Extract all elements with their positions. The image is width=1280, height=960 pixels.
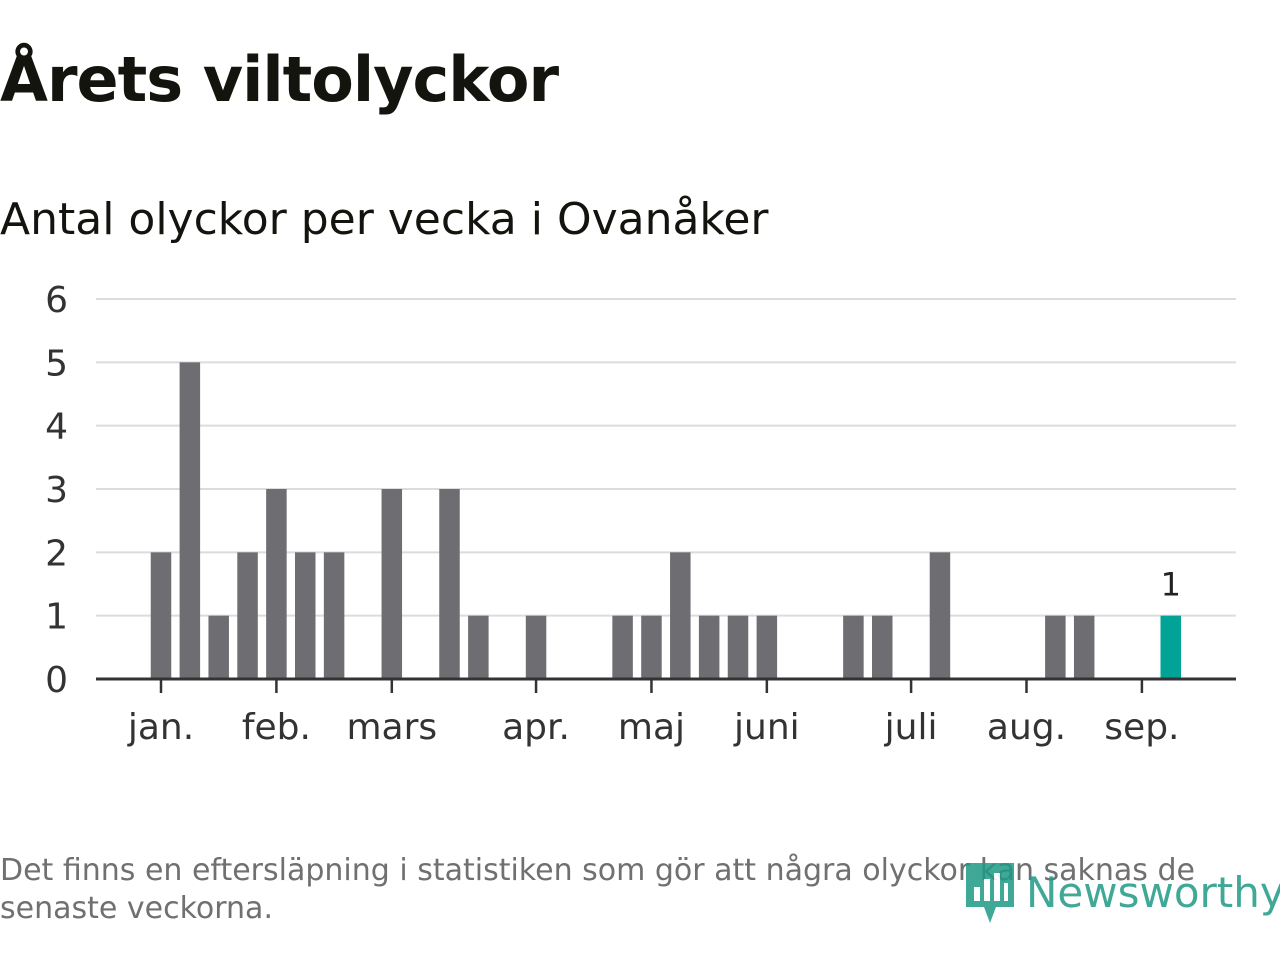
- y-axis-ticks: 0 1 2 3 4 5 6: [45, 280, 68, 701]
- x-tick-label: feb.: [242, 707, 311, 748]
- bar: [641, 615, 662, 679]
- x-tick-label: mars: [346, 707, 437, 748]
- x-tick-label: juli: [884, 707, 938, 748]
- bar: [381, 489, 403, 679]
- y-tick-label: 6: [45, 280, 68, 321]
- bar: [323, 552, 345, 679]
- bar: [1073, 615, 1095, 679]
- bar: [929, 552, 951, 679]
- x-tick-label: juni: [733, 707, 800, 748]
- bar: [468, 615, 489, 679]
- footnote: Det finns en eftersläpning i statistiken…: [0, 853, 1195, 926]
- bar: [612, 615, 633, 679]
- bar: [150, 552, 172, 679]
- bar: [1045, 615, 1066, 679]
- bar: [698, 615, 720, 679]
- x-tick-label: jan.: [127, 707, 194, 748]
- y-tick-label: 0: [45, 660, 68, 701]
- x-tick-label: aug.: [987, 707, 1066, 748]
- bar: [179, 362, 201, 679]
- x-tick-label: apr.: [502, 707, 570, 748]
- bar: [670, 552, 691, 679]
- bar: [295, 552, 316, 679]
- bar: [525, 615, 547, 679]
- data-labels: 1: [1161, 566, 1181, 604]
- data-label: 1: [1161, 566, 1181, 604]
- bar-chart: 0 1 2 3 4 5 6 jan. feb. mars apr. maj juni juli aug. s…: [45, 280, 1236, 748]
- bar: [266, 489, 287, 679]
- y-tick-label: 5: [45, 343, 68, 384]
- bar: [237, 552, 258, 679]
- chart-subtitle: Antal olyckor per vecka i Ovanåker: [0, 194, 769, 245]
- bar: [439, 489, 460, 679]
- chart-title: Årets viltolyckor: [0, 43, 559, 116]
- bar: [208, 615, 229, 679]
- bar-latest: [1160, 615, 1181, 679]
- bar: [843, 615, 864, 679]
- x-tick-label: sep.: [1104, 707, 1179, 748]
- bar: [872, 615, 893, 679]
- y-tick-label: 4: [45, 407, 68, 448]
- y-tick-label: 1: [45, 597, 68, 638]
- bars: [150, 362, 1181, 679]
- x-axis: jan. feb. mars apr. maj juni juli aug. sep.: [96, 677, 1236, 748]
- bar: [727, 615, 749, 679]
- y-tick-label: 3: [45, 470, 68, 511]
- x-tick-label: maj: [618, 707, 685, 748]
- y-tick-label: 2: [45, 533, 68, 574]
- bar: [756, 615, 778, 679]
